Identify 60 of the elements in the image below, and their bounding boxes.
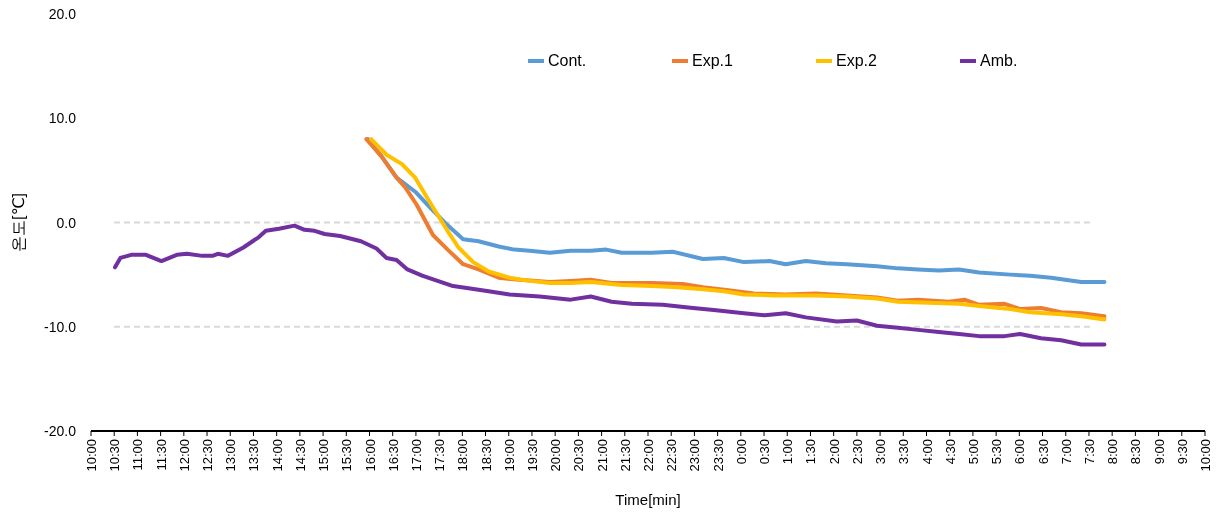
y-tick-label: 0.0 <box>56 214 77 231</box>
x-tick-label: 11:00 <box>130 439 146 471</box>
x-tick-label: 0:30 <box>757 439 773 465</box>
x-tick-label: 0:00 <box>733 439 749 465</box>
x-tick-label: 3:00 <box>873 439 889 465</box>
x-tick-label: 17:30 <box>432 439 448 472</box>
x-tick-label: 2:00 <box>826 439 842 465</box>
x-tick-label: 8:00 <box>1105 439 1121 465</box>
legend-label: Cont. <box>548 52 587 69</box>
x-tick-label: 4:30 <box>942 439 958 465</box>
x-tick-label: 20:00 <box>548 439 564 472</box>
y-tick-label: -10.0 <box>44 318 77 335</box>
x-tick-label: 23:00 <box>687 439 703 472</box>
x-tick-label: 10:30 <box>107 439 123 472</box>
x-tick-label: 22:00 <box>641 439 656 472</box>
x-tick-label: 12:30 <box>200 439 216 472</box>
y-tick-label: 20.0 <box>48 6 77 22</box>
x-axis-title: Time[min] <box>615 491 681 508</box>
legend-label: Exp.2 <box>836 52 878 69</box>
x-tick-label: 18:30 <box>478 439 494 472</box>
x-tick-label: 16:00 <box>362 439 378 472</box>
x-tick-label: 15:30 <box>339 439 355 472</box>
x-tick-label: 10:00 <box>84 439 99 472</box>
x-tick-label: 15:00 <box>316 439 332 472</box>
x-tick-label: 21:00 <box>594 439 610 472</box>
x-tick-label: 21:30 <box>617 439 633 472</box>
x-tick-label: 14:30 <box>292 439 308 472</box>
x-tick-label: 6:30 <box>1035 439 1051 465</box>
x-tick-label: 20:30 <box>571 439 587 472</box>
x-tick-label: 12:00 <box>176 439 192 472</box>
y-tick-label: -20.0 <box>44 423 77 439</box>
x-tick-label: 3:30 <box>896 439 912 465</box>
legend-label: Amb. <box>980 52 1018 69</box>
y-axis-title: 온도[℃] <box>10 193 27 252</box>
x-tick-label: 7:30 <box>1081 439 1097 465</box>
x-tick-label: 19:30 <box>524 439 540 472</box>
x-tick-label: 22:30 <box>664 439 680 472</box>
x-tick-label: 11:30 <box>153 439 169 471</box>
x-tick-label: 8:30 <box>1128 439 1144 465</box>
x-tick-label: 14:00 <box>269 439 285 472</box>
x-tick-label: 2:30 <box>849 439 865 465</box>
x-tick-label: 7:00 <box>1058 439 1074 465</box>
y-tick-label: 10.0 <box>48 110 77 127</box>
x-tick-label: 9:30 <box>1174 439 1190 465</box>
x-tick-label: 1:30 <box>803 439 819 465</box>
x-tick-label: 10:00 <box>1198 439 1213 472</box>
x-tick-label: 23:30 <box>710 439 726 472</box>
x-tick-label: 5:30 <box>989 439 1005 465</box>
legend-label: Exp.1 <box>692 52 734 69</box>
x-tick-label: 1:00 <box>780 439 796 465</box>
x-tick-label: 16:30 <box>385 439 401 472</box>
x-tick-label: 19:00 <box>501 439 517 472</box>
x-tick-label: 4:00 <box>919 439 935 465</box>
x-tick-label: 17:00 <box>408 439 424 472</box>
x-tick-label: 6:00 <box>1012 439 1028 465</box>
x-tick-label: 5:00 <box>965 439 981 465</box>
x-tick-label: 13:30 <box>246 439 262 472</box>
x-tick-label: 9:00 <box>1151 439 1167 465</box>
x-tick-label: 13:00 <box>223 439 239 472</box>
x-tick-label: 18:00 <box>455 439 471 472</box>
